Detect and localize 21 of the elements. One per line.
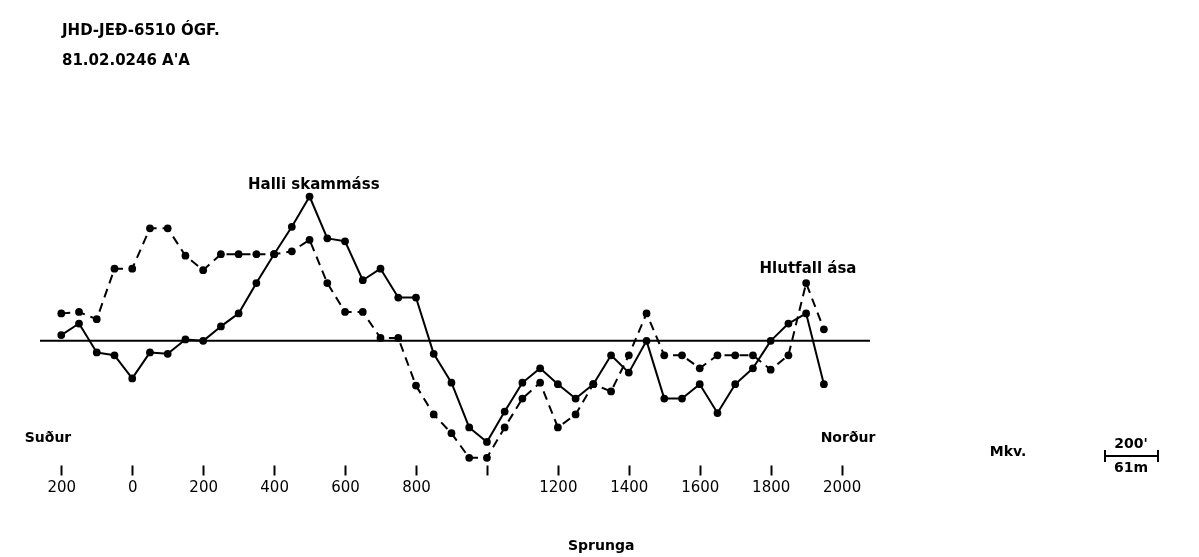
- x-tick-label: 0: [127, 477, 138, 496]
- annotation: Norður: [820, 429, 876, 445]
- text: 81.02.0246 A'A: [62, 51, 191, 69]
- x-tick-label: 1400: [610, 477, 649, 496]
- x-tick-label: 600: [331, 477, 360, 496]
- series-label: Halli skammáss: [248, 175, 380, 193]
- x-tick-label: 400: [260, 477, 289, 496]
- text: 61m: [1113, 459, 1149, 475]
- text: Sprunga: [568, 537, 635, 553]
- text: JHD-JEÐ-6510 ÓGF.: [61, 20, 220, 39]
- x-tick-label: 200: [47, 477, 77, 496]
- x-tick-label: 2000: [823, 477, 862, 496]
- x-tick-label: 200: [189, 477, 218, 496]
- x-tick-label: 1200: [539, 477, 578, 496]
- annotation: Suður: [24, 429, 72, 445]
- x-tick-label: 800: [402, 477, 431, 496]
- x-tick-label: 1800: [752, 477, 791, 496]
- series-label: Hlutfall ása: [759, 259, 857, 277]
- x-tick-label: 1600: [681, 477, 720, 496]
- text: Mkv.: [989, 443, 1027, 459]
- text: 200': [1114, 435, 1148, 451]
